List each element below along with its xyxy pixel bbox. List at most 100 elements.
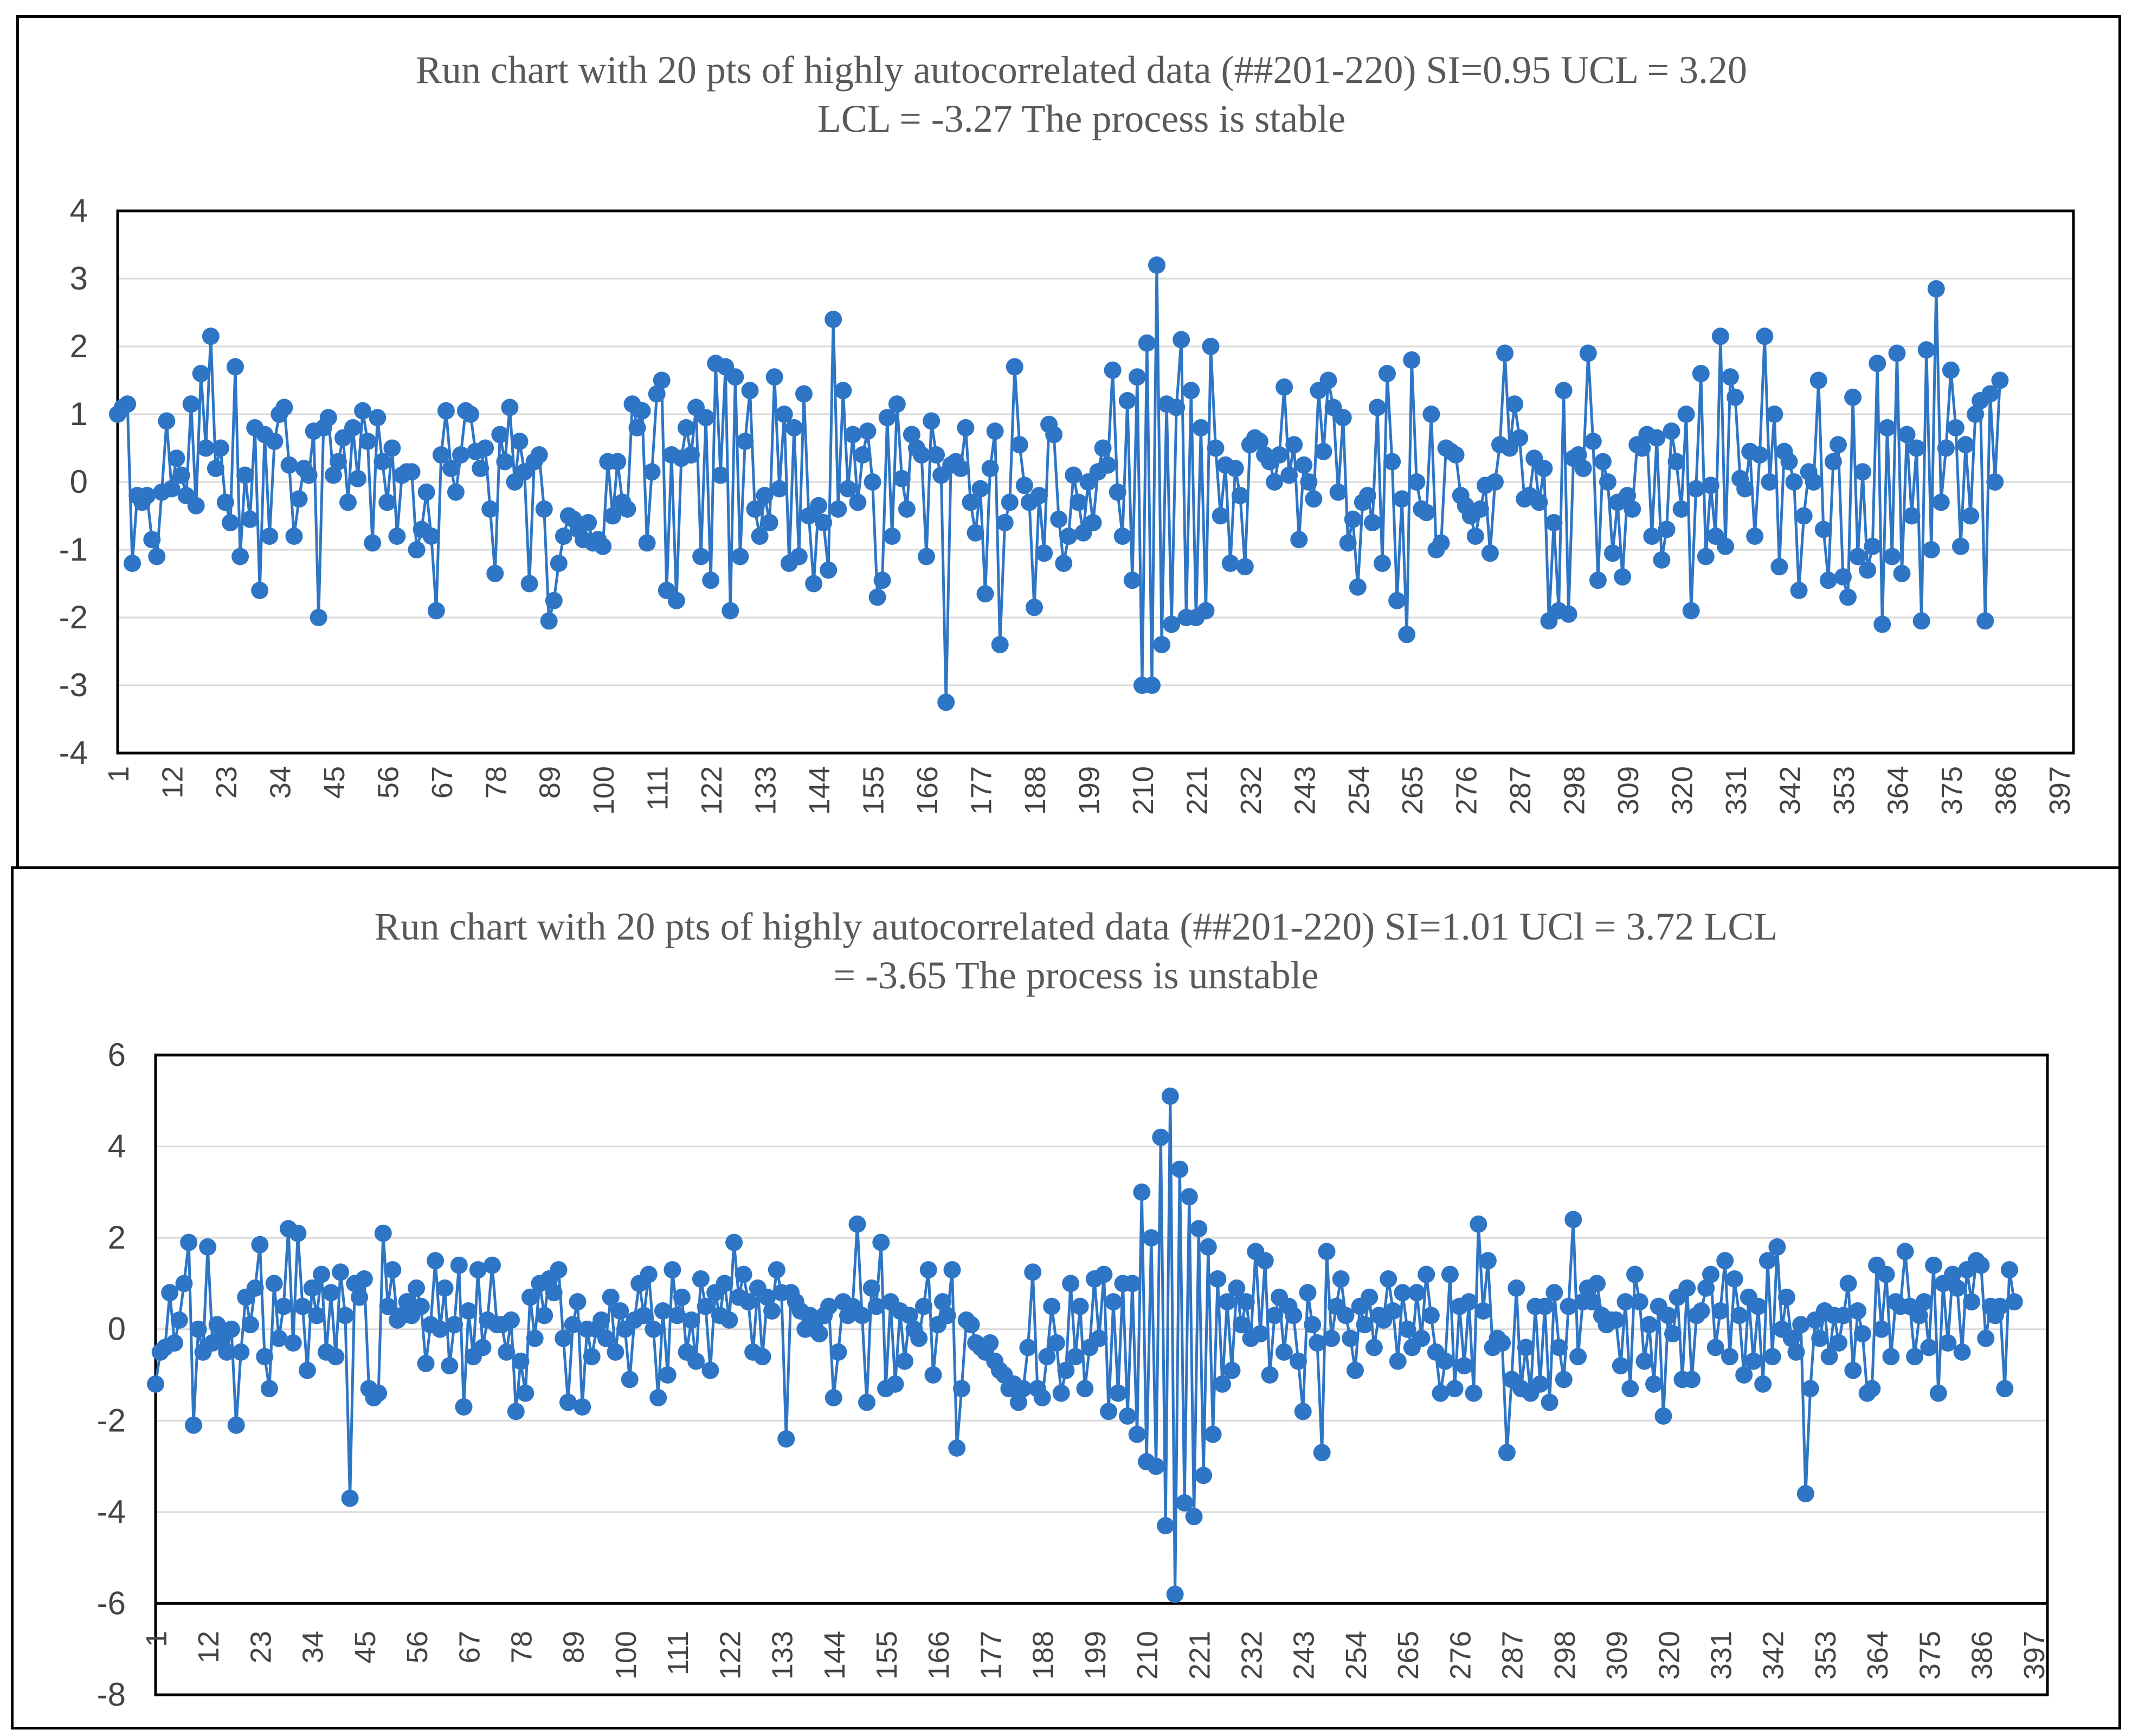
data-point [1659,1307,1677,1324]
data-point [266,433,284,450]
data-point [1214,1375,1231,1393]
data-point [1173,331,1190,349]
data-point [1304,1316,1322,1334]
data-point [1711,327,1729,345]
y-tick-label: 0 [70,464,88,500]
data-point [1912,612,1930,630]
data-point [777,1430,795,1448]
data-point [648,385,666,403]
data-point [731,548,749,565]
data-point [329,453,347,471]
data-point [1882,1348,1900,1366]
y-tick-label: 3 [70,260,88,297]
data-point [611,1302,629,1320]
data-point [1231,487,1249,504]
data-point [182,395,200,413]
chart-title-line-1: Run chart with 20 pts of highly autocorr… [375,905,1778,948]
data-point [896,1352,913,1370]
data-point [1109,1384,1127,1402]
data-point [1045,426,1063,443]
data-point [1266,473,1284,491]
data-point [1801,1380,1819,1398]
data-point [172,466,190,484]
data-point [374,1224,392,1242]
data-point [199,1238,217,1256]
data-point [1849,548,1867,565]
data-point [1474,1302,1492,1320]
data-point [668,1307,686,1324]
data-point [1161,1087,1179,1105]
data-point [1055,555,1073,572]
data-point [1486,473,1504,491]
data-point [168,449,185,467]
chart-panel-bottom: Run chart with 20 pts of highly autocorr… [11,866,2121,1729]
data-point [1084,514,1102,531]
data-point [919,1261,937,1279]
data-point [1736,480,1754,498]
data-point [1517,1339,1535,1356]
data-point [336,1307,354,1324]
x-tick-label: 353 [1828,766,1860,815]
data-point [1455,1357,1473,1375]
data-point [1678,1279,1696,1297]
data-point [1099,456,1117,474]
data-point [1643,528,1661,545]
x-tick-label: 386 [1966,1631,1999,1680]
x-tick-label: 342 [1774,766,1807,815]
data-point [1770,558,1788,576]
x-tick-label: 23 [210,766,243,799]
data-point [1963,1293,1981,1311]
data-point [1588,1275,1606,1293]
data-point [924,1366,942,1384]
data-point [1624,500,1641,518]
data-point [1811,1329,1829,1347]
data-point [1744,1352,1762,1370]
data-point [383,439,401,457]
data-point [1066,1348,1084,1366]
data-point [820,561,838,579]
data-point [1560,1297,1577,1315]
data-point [1844,388,1862,406]
data-point [873,571,891,589]
data-point [1925,1256,1943,1274]
data-point [1616,1293,1634,1311]
data-point [1952,537,1969,555]
data-point [609,453,627,471]
data-point [1393,490,1411,508]
data-point [521,1288,539,1306]
chart-title-line-1: Run chart with 20 pts of highly autocorr… [416,48,1747,92]
data-point [1635,1352,1653,1370]
data-point [332,1263,350,1281]
data-point [284,1334,302,1352]
data-point [294,1297,312,1315]
data-point [1702,1265,1719,1283]
x-tick-label: 375 [1914,1631,1946,1680]
data-point [948,1439,966,1457]
data-point [341,1489,359,1507]
x-tick-label: 254 [1340,1631,1373,1680]
data-point [1683,1371,1701,1388]
data-point [967,524,984,542]
data-point [170,1311,188,1329]
data-point [957,419,975,436]
x-tick-label: 309 [1612,766,1645,815]
data-point [844,426,862,443]
data-point [564,1316,582,1334]
y-tick-label: 6 [108,1037,126,1073]
data-point [597,1329,615,1347]
data-point [512,1352,530,1370]
data-point [1633,439,1651,457]
data-point [1929,1384,1947,1402]
data-point [1682,602,1700,620]
data-point [241,1316,259,1334]
data-point [1100,1403,1118,1420]
data-point [1076,1380,1094,1398]
x-tick-label: 133 [767,1631,799,1680]
data-point [1619,487,1637,504]
data-point [971,480,989,498]
data-point [1991,371,2009,389]
data-point [1759,1252,1776,1270]
data-point [1795,507,1813,525]
data-point [1299,1284,1317,1302]
data-point [1621,1380,1639,1398]
